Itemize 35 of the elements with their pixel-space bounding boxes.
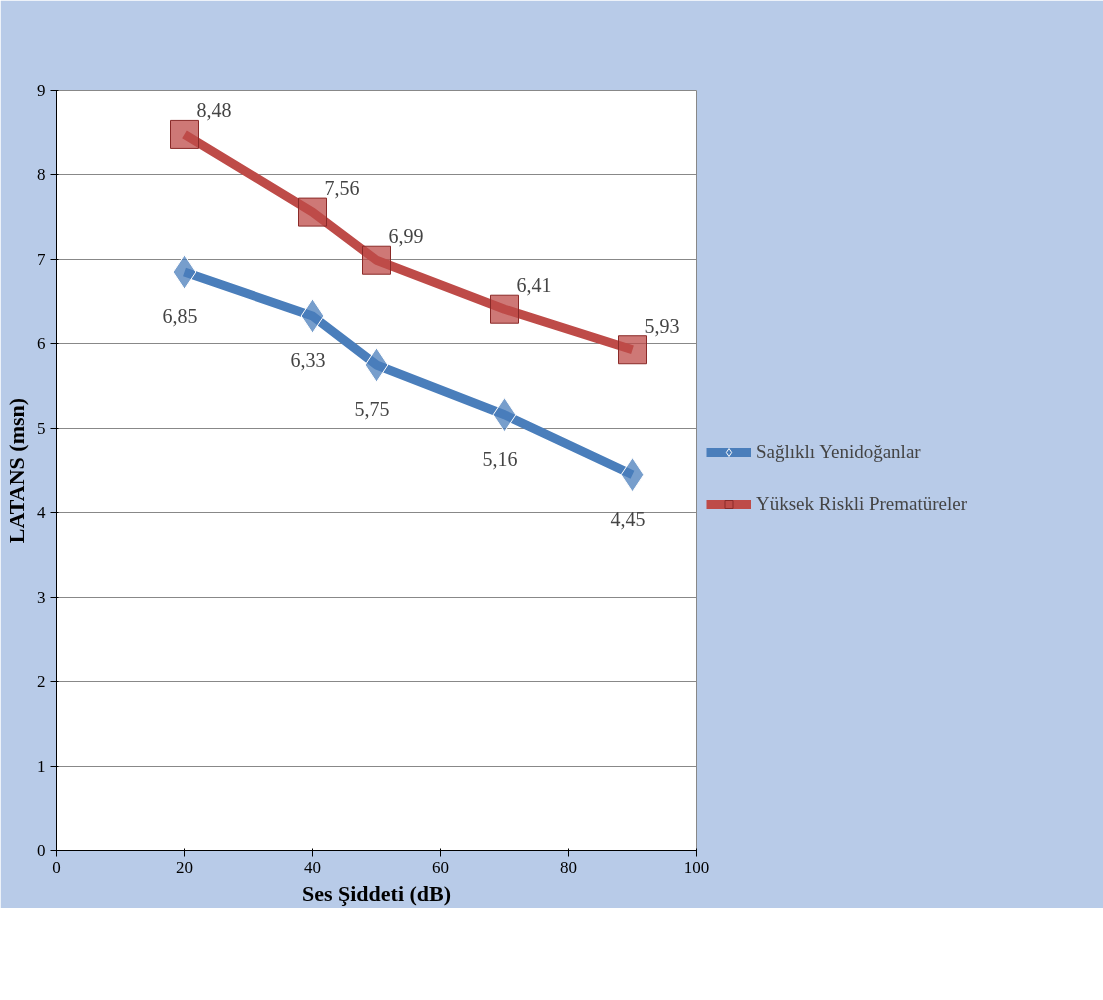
point [618, 335, 647, 365]
x-tick-label: 0 [52, 857, 61, 877]
y-tick-label: 7 [37, 249, 46, 269]
data-label: 5,75 [354, 397, 390, 420]
point [490, 294, 519, 324]
x-tick-label: 100 [683, 857, 710, 877]
y-tick-label: 2 [37, 672, 46, 692]
data-label: 7,56 [324, 177, 360, 200]
point [298, 197, 327, 227]
y-tick-label: 6 [37, 334, 46, 354]
data-label: 5,16 [482, 447, 518, 470]
x-tick-label: 40 [304, 857, 321, 877]
legend-label: Yüksek Riskli Prematüreler [756, 493, 968, 515]
y-tick-label: 8 [37, 165, 46, 185]
legend-label: Sağlıklı Yenidoğanlar [756, 441, 921, 463]
data-label: 8,48 [196, 99, 232, 122]
point [362, 245, 391, 275]
y-axis-title: LATANS (msn) [4, 397, 29, 544]
y-tick-label: 0 [37, 841, 46, 860]
y-tick-label: 1 [37, 756, 46, 776]
y-tick-label: 4 [37, 503, 46, 523]
data-label: 5,93 [644, 314, 680, 337]
point [170, 119, 199, 149]
data-label: 6,99 [388, 225, 424, 248]
data-label: 6,41 [516, 274, 552, 297]
data-label: 6,85 [162, 305, 198, 328]
y-tick-label: 5 [37, 418, 46, 438]
y-tick-label: 9 [37, 81, 46, 100]
y-tick-label: 3 [37, 587, 46, 607]
x-tick-label: 80 [560, 857, 577, 877]
data-label: 6,33 [290, 348, 326, 371]
x-axis-title: Ses Şiddeti (dB) [301, 880, 452, 906]
x-tick-label: 20 [176, 857, 193, 877]
data-label: 4,45 [610, 507, 646, 530]
x-tick-label: 60 [432, 857, 449, 877]
